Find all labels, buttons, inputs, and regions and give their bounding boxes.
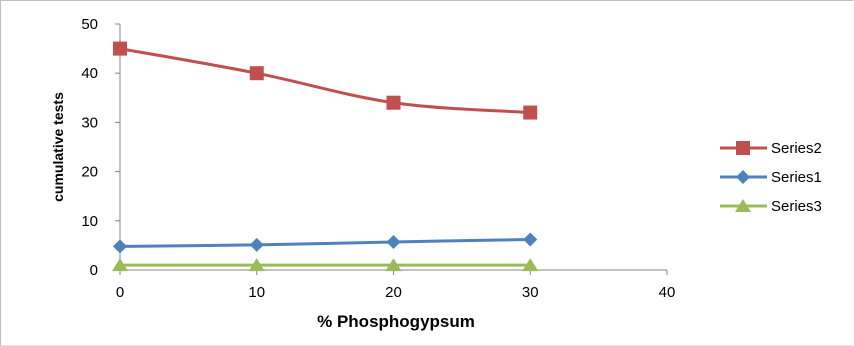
data-point (249, 237, 264, 252)
y-axis-label: cumulative tests (50, 92, 66, 202)
legend-label: Series2 (771, 140, 822, 157)
legend: Series2 Series1 Series3 (720, 140, 822, 215)
legend-marker (736, 141, 750, 155)
data-point (386, 95, 401, 110)
legend-entry: Series3 (720, 198, 822, 215)
data-point (112, 258, 128, 272)
data-point (523, 232, 538, 247)
legend-entry: Series1 (720, 169, 822, 186)
data-point (386, 234, 401, 249)
data-point (523, 105, 538, 120)
y-tick-label: 50 (81, 16, 98, 33)
series-series2 (113, 41, 538, 120)
series-line (119, 47, 531, 115)
data-point (249, 66, 264, 81)
tick-labels: 0 10 20 30 40 50 0 10 20 30 40 (81, 16, 675, 301)
legend-label: Series3 (771, 198, 822, 215)
data-point (522, 258, 539, 272)
series-line (119, 237, 531, 248)
x-tick-label: 20 (385, 284, 402, 301)
x-tick-label: 0 (116, 284, 124, 301)
y-tick-label: 20 (81, 164, 98, 181)
legend-label: Series1 (771, 169, 822, 186)
x-tick-label: 30 (522, 284, 539, 301)
y-tick-label: 0 (90, 262, 98, 279)
x-tick-label: 40 (659, 284, 676, 301)
data-point (385, 258, 402, 272)
data-point (113, 239, 127, 254)
data-point (113, 41, 127, 56)
x-axis-label: % Phosphogypsum (317, 312, 475, 331)
series-series1 (113, 232, 538, 254)
legend-entry: Series2 (720, 140, 822, 157)
series-series3 (112, 258, 539, 272)
data-point (248, 258, 265, 272)
x-tick-label: 10 (248, 284, 265, 301)
y-tick-label: 40 (81, 65, 98, 82)
y-tick-label: 30 (81, 114, 98, 131)
series-layer (112, 41, 539, 272)
legend-marker (735, 199, 751, 212)
legend-marker (736, 170, 750, 184)
y-tick-label: 10 (81, 213, 98, 230)
